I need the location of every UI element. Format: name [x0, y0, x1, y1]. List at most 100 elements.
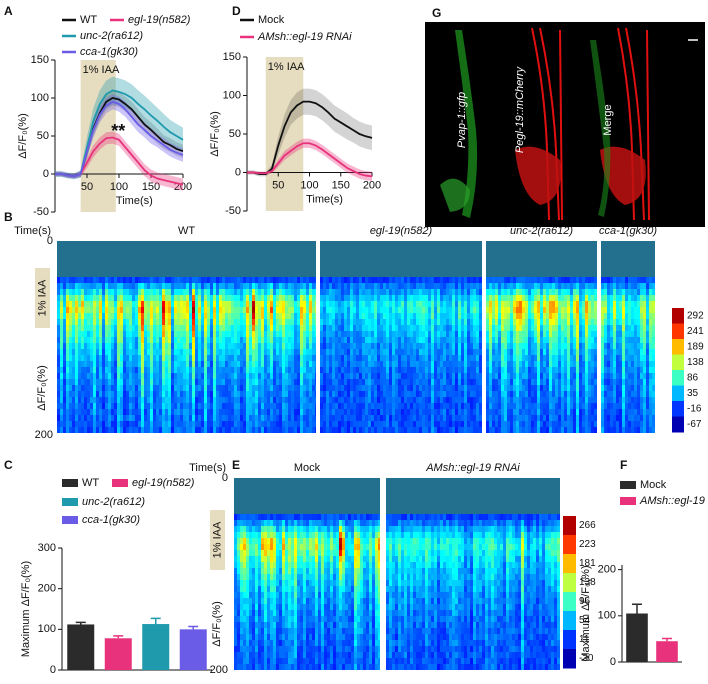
heatmap-cell: [87, 409, 90, 415]
heatmap-cell: [416, 349, 419, 355]
heatmap-cell: [177, 241, 180, 247]
heatmap-cell: [60, 265, 63, 271]
heatmap-cell: [458, 265, 461, 271]
heatmap-cell: [69, 421, 72, 427]
heatmap-cell: [93, 331, 96, 337]
heatmap-cell: [189, 325, 192, 331]
heatmap-cell: [440, 247, 443, 253]
heatmap-cell: [446, 289, 449, 295]
heatmap-cell: [264, 325, 267, 331]
heatmap-cell: [117, 397, 120, 403]
heatmap-cell: [473, 325, 476, 331]
heatmap-cell: [498, 415, 501, 421]
heatmap-cell: [356, 409, 359, 415]
heatmap-cell: [407, 409, 410, 415]
heatmap-cell: [90, 295, 93, 301]
heatmap-cell: [320, 403, 323, 409]
heatmap-cell: [449, 397, 452, 403]
heatmap-cell: [123, 409, 126, 415]
heatmap-cell: [267, 355, 270, 361]
heatmap-cell: [240, 337, 243, 343]
heatmap-cell: [407, 355, 410, 361]
heatmap-cell: [323, 373, 326, 379]
heatmap-cell: [425, 337, 428, 343]
heatmap-cell: [111, 301, 114, 307]
heatmap-cell: [320, 295, 323, 301]
heatmap-cell: [105, 415, 108, 421]
heatmap-cell: [356, 427, 359, 433]
heatmap-cell: [90, 361, 93, 367]
heatmap-cell: [507, 373, 510, 379]
heatmap-cell: [347, 241, 350, 247]
heatmap-cell: [171, 403, 174, 409]
heatmap-cell: [210, 259, 213, 265]
heatmap-cell: [410, 391, 413, 397]
heatmap-cell: [84, 331, 87, 337]
heatmap-cell: [362, 349, 365, 355]
heatmap-cell: [96, 403, 99, 409]
heatmap-cell: [389, 289, 392, 295]
heatmap-cell: [338, 349, 341, 355]
heatmap-cell: [476, 289, 479, 295]
heatmap-cell: [75, 385, 78, 391]
heatmap-cell: [365, 421, 368, 427]
heatmap-cell: [495, 307, 498, 313]
heatmap-cell: [347, 295, 350, 301]
heatmap-cell: [210, 265, 213, 271]
heatmap-cell: [159, 295, 162, 301]
heatmap-cell: [57, 253, 60, 259]
heatmap-cell: [219, 331, 222, 337]
heatmap-cell: [498, 241, 501, 247]
heatmap-cell: [138, 301, 141, 307]
heatmap-cell: [371, 277, 374, 283]
heatmap-cell: [449, 331, 452, 337]
heatmap-cell: [461, 271, 464, 277]
heatmap-cell: [353, 295, 356, 301]
heatmap-cell: [473, 319, 476, 325]
heatmap-cell: [498, 349, 501, 355]
heatmap-cell: [374, 277, 377, 283]
heatmap-cell: [105, 379, 108, 385]
heatmap-cell: [291, 397, 294, 403]
heatmap-cell: [416, 409, 419, 415]
heatmap-cell: [341, 409, 344, 415]
heatmap-cell: [207, 331, 210, 337]
heatmap-cell: [350, 397, 353, 403]
heatmap-cell: [222, 265, 225, 271]
heatmap-cell: [84, 349, 87, 355]
heatmap-cell: [335, 367, 338, 373]
heatmap-cell: [368, 301, 371, 307]
heatmap-cell: [285, 253, 288, 259]
heatmap-cell: [75, 403, 78, 409]
heatmap-cell: [264, 337, 267, 343]
heatmap-cell: [332, 289, 335, 295]
heatmap-cell: [407, 319, 410, 325]
heatmap-cell: [81, 355, 84, 361]
heatmap-cell: [504, 277, 507, 283]
heatmap-cell: [362, 325, 365, 331]
heatmap-cell: [252, 259, 255, 265]
heatmap-cell: [264, 349, 267, 355]
heatmap-cell: [492, 349, 495, 355]
heatmap-cell: [72, 343, 75, 349]
heatmap-cell: [428, 283, 431, 289]
heatmap-cell: [60, 319, 63, 325]
heatmap-cell: [111, 307, 114, 313]
heatmap-cell: [359, 289, 362, 295]
heatmap-cell: [513, 259, 516, 265]
heatmap-cell: [446, 343, 449, 349]
heatmap-cell: [323, 241, 326, 247]
heatmap-cell: [519, 379, 522, 385]
heatmap-cell: [144, 247, 147, 253]
heatmap-cell: [189, 307, 192, 313]
heatmap-cell: [138, 391, 141, 397]
heatmap-cell: [81, 397, 84, 403]
heatmap-cell: [288, 415, 291, 421]
heatmap-cell: [300, 307, 303, 313]
heatmap-cell: [377, 343, 380, 349]
heatmap-cell: [108, 289, 111, 295]
heatmap-cell: [108, 421, 111, 427]
heatmap-cell: [338, 385, 341, 391]
heatmap-cell: [329, 361, 332, 367]
heatmap-cell: [75, 241, 78, 247]
